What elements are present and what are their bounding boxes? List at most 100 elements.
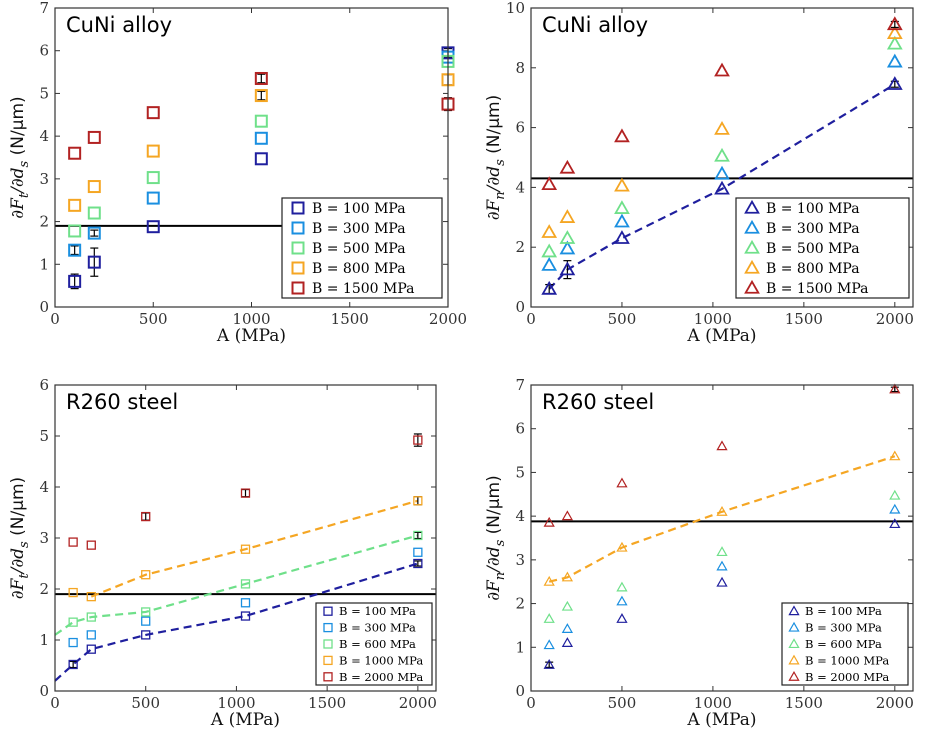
data-point	[614, 128, 630, 143]
y-label-mid: /∂d	[484, 546, 504, 574]
legend-box	[281, 197, 443, 299]
y-label-main: ∂F	[8, 577, 28, 599]
x-tick-label: 1500	[785, 694, 823, 712]
x-tick-label: 500	[131, 694, 160, 712]
legend-label: B = 2000 MPa	[339, 670, 423, 684]
data-point	[146, 171, 160, 185]
data-point	[68, 659, 78, 670]
y-tick-label: 6	[515, 420, 525, 438]
data-point	[541, 224, 558, 238]
chart-panel-2: 0 500 1000 1500 2000 0 2 4 6 8 10 A (MPa) ∂Fn/∂ds (N…	[484, 0, 914, 346]
data-point	[146, 106, 160, 120]
data-point	[559, 209, 576, 223]
legend-marker	[291, 241, 305, 255]
data-point	[240, 544, 251, 554]
legend: B = 100 MPa B = 300 MPa B = 600 MPa B = 100…	[315, 602, 433, 686]
data-point	[87, 180, 101, 194]
legend-marker	[323, 655, 333, 666]
data-point	[68, 146, 82, 160]
data-point	[614, 200, 630, 214]
y-tick-label: 5	[39, 84, 49, 102]
y-axis-label: ∂Ft/∂ds (N/µm)	[8, 477, 32, 599]
data-point	[541, 257, 558, 271]
legend-marker	[788, 605, 800, 616]
y-label-mid: /∂d	[8, 548, 28, 576]
data-point	[716, 440, 728, 451]
legend-box	[781, 602, 909, 686]
data-point	[254, 89, 268, 103]
x-tick-label: 0	[526, 310, 536, 328]
chart-panel-4: 0 500 1000 1500 2000 0 1 2 3 4 5 6 7 A (MPa) ∂Fn/∂ds (…	[484, 376, 914, 730]
y-axis-label: ∂Fn/∂ds (N/µm)	[484, 95, 508, 221]
data-point	[616, 581, 628, 592]
x-axis-label: A (MPa)	[210, 710, 280, 730]
data-point	[68, 617, 78, 627]
axes-frame	[530, 7, 914, 308]
y-tick-label: 1	[515, 638, 525, 656]
data-point	[413, 435, 423, 445]
legend-marker	[744, 259, 760, 274]
x-tick-label: 1000	[217, 694, 255, 712]
y-tick-label: 3	[39, 529, 49, 547]
x-axis-label: A (MPa)	[686, 326, 756, 346]
x-tick-label: 1500	[785, 310, 823, 328]
y-tick-label: 3	[515, 551, 525, 569]
y-tick-label: 4	[515, 178, 525, 196]
data-point	[561, 637, 574, 647]
data-point	[561, 510, 574, 521]
axes-frame	[530, 384, 914, 692]
series-5	[543, 383, 901, 527]
data-point	[889, 383, 901, 394]
legend-marker	[744, 199, 760, 214]
y-tick-label: 7	[39, 0, 49, 17]
legend-box	[735, 197, 910, 299]
data-point	[68, 587, 78, 598]
y-axis-label: ∂Ft/∂ds (N/µm)	[8, 96, 32, 218]
data-point	[886, 16, 903, 31]
data-point	[889, 503, 901, 514]
x-tick-label: 1500	[331, 310, 369, 328]
chart-panel-3: 0 500 1000 1500 2000 0 1 2 3 4 5 6 A (MPa) ∂Ft/∂ds (N…	[8, 376, 437, 730]
y-tick-label: 6	[515, 119, 525, 137]
x-tick-label: 2000	[429, 310, 467, 328]
data-point	[68, 537, 78, 547]
legend-label: B = 1000 MPa	[339, 653, 423, 667]
data-point	[68, 637, 78, 648]
data-point	[254, 114, 268, 128]
legend-label: B = 2000 MPa	[805, 670, 889, 684]
y-tick-label: 8	[515, 59, 525, 77]
series-4	[543, 450, 901, 586]
fit-curve	[548, 455, 896, 583]
data-point	[559, 230, 576, 244]
data-point	[87, 226, 101, 240]
data-point	[543, 516, 555, 527]
y-tick-label: 4	[39, 478, 49, 496]
legend-marker	[788, 621, 800, 632]
series-4	[68, 496, 423, 602]
y-label-sub: t	[17, 573, 32, 579]
series-3	[543, 489, 901, 623]
legend: B = 100 MPa B = 300 MPa B = 500 MPa B = 800…	[281, 197, 443, 299]
legend-marker	[291, 281, 305, 295]
legend-label: B = 1000 MPa	[805, 653, 889, 667]
data-point	[886, 53, 903, 68]
data-point	[68, 274, 82, 288]
y-label-sub: n	[493, 572, 508, 580]
y-label-unit: (N/µm)	[8, 96, 28, 161]
data-point	[146, 220, 160, 234]
axes-frame	[54, 7, 449, 308]
series-2	[541, 53, 903, 271]
data-point	[889, 518, 901, 529]
x-tick-label: 0	[50, 694, 60, 712]
data-point	[86, 540, 96, 550]
y-tick-label: 5	[515, 463, 525, 481]
legend-box	[315, 602, 433, 686]
data-point	[714, 147, 730, 162]
series-4	[541, 25, 903, 238]
data-point	[543, 658, 555, 669]
data-point	[86, 612, 96, 622]
legend-marker	[744, 279, 760, 294]
y-tick-label: 1	[39, 631, 49, 649]
y-label-main: ∂F	[484, 579, 504, 601]
